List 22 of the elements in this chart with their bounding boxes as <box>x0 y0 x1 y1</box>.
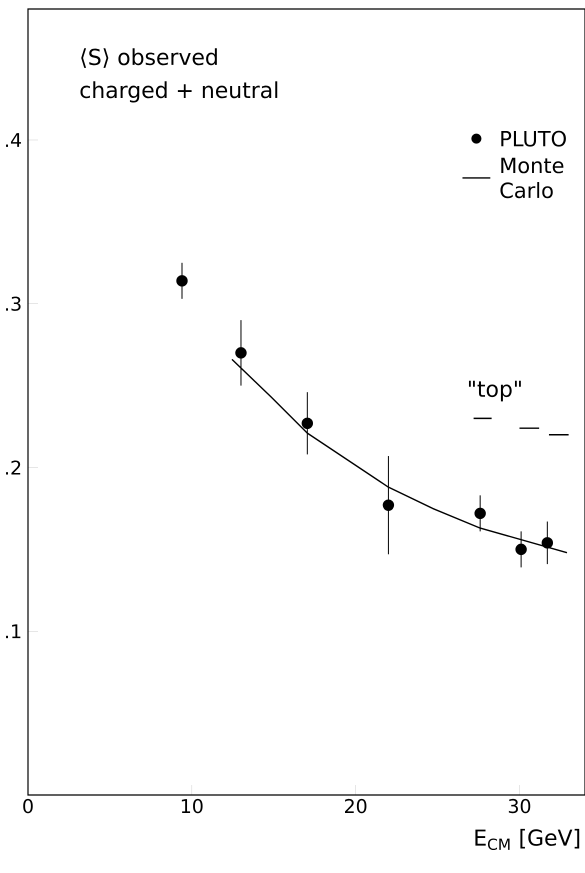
x-axis-title: E$_{CM}$ [GeV] <box>475 828 580 850</box>
point <box>176 275 188 287</box>
y-tick-label: .2 <box>6 460 20 475</box>
point <box>302 418 314 429</box>
x-tick-label: 30 <box>508 798 530 814</box>
legend-label: Monte Carlo <box>500 158 564 198</box>
x-tick-label: 0 <box>23 798 33 814</box>
y-tick-label: .3 <box>6 296 21 311</box>
legend-label: PLUTO <box>501 130 566 147</box>
x-tick-label: 20 <box>345 798 366 814</box>
y-tick-label: .1 <box>6 624 20 638</box>
series-label: "top" <box>468 380 521 402</box>
annotation: charged + neutral <box>80 81 278 103</box>
point <box>235 347 247 359</box>
x-tick-label: 10 <box>182 798 203 814</box>
line-series <box>231 358 568 554</box>
point <box>474 508 486 520</box>
y-tick-label: .4 <box>6 133 22 147</box>
point <box>382 499 394 511</box>
point <box>542 537 554 549</box>
point <box>515 544 527 556</box>
annotation: ⟨S⟩ observed <box>81 48 217 68</box>
